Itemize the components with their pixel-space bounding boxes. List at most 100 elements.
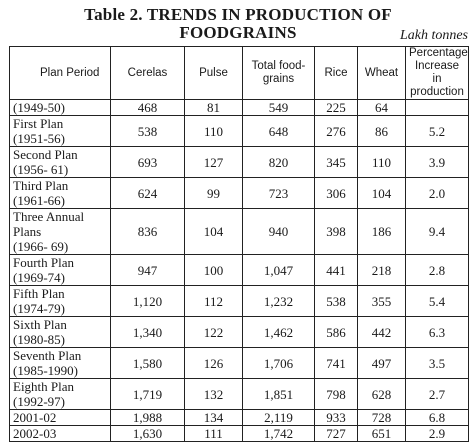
plan-period-line: Plans <box>13 224 42 239</box>
table-row: Second Plan (1956- 61) 693 127 820 345 110 3.9 <box>9 146 469 178</box>
cell-cereals: 947 <box>110 254 185 286</box>
cell-total-foodgrains: 1,742 <box>242 425 315 442</box>
table-row: 2001-02 1,988 134 2,119 933 728 6.8 <box>9 409 469 426</box>
cell-wheat: 110 <box>357 146 406 178</box>
cell-cereals: 1,630 <box>110 425 185 442</box>
cell-wheat: 497 <box>357 347 406 379</box>
cell-wheat: 651 <box>357 425 406 442</box>
cell-pulse: 126 <box>184 347 243 379</box>
cell-total-foodgrains: 549 <box>242 99 315 116</box>
cell-percentage-increase: 6.3 <box>405 316 469 348</box>
cell-wheat: 86 <box>357 115 406 147</box>
cell-total-foodgrains: 940 <box>242 208 315 255</box>
cell-wheat: 355 <box>357 285 406 317</box>
header-percentage-increase: Percentage Increase in production <box>405 46 469 100</box>
cell-total-foodgrains: 820 <box>242 146 315 178</box>
cell-pulse: 134 <box>184 409 243 426</box>
cell-plan-period: Third Plan (1961-66) <box>9 177 111 209</box>
cell-pulse: 81 <box>184 99 243 116</box>
cell-cereals: 1,988 <box>110 409 185 426</box>
cell-pulse: 110 <box>184 115 243 147</box>
header-plan-period: Plan Period <box>9 46 111 100</box>
cell-pulse: 127 <box>184 146 243 178</box>
cell-rice: 225 <box>314 99 358 116</box>
plan-period-line: (1992-97) <box>13 394 65 409</box>
table-body: (1949-50) 468 81 549 225 64 First Plan (1951-56… <box>9 99 469 442</box>
header-total-foodgrains: Total food-grains <box>242 46 315 100</box>
cell-rice: 345 <box>314 146 358 178</box>
cell-plan-period: (1949-50) <box>9 99 111 116</box>
plan-period-line: (1980-85) <box>13 332 65 347</box>
cell-rice: 586 <box>314 316 358 348</box>
cell-pulse: 104 <box>184 208 243 255</box>
table-row: 2002-03 1,630 111 1,742 727 651 2.9 <box>9 425 469 442</box>
cell-cereals: 468 <box>110 99 185 116</box>
plan-period-line: (1969-74) <box>13 270 65 285</box>
cell-cereals: 1,120 <box>110 285 185 317</box>
plan-period-line: 2001-02 <box>13 410 57 425</box>
table-row: (1949-50) 468 81 549 225 64 <box>9 99 469 116</box>
cell-wheat: 628 <box>357 378 406 410</box>
cell-percentage-increase: 3.5 <box>405 347 469 379</box>
cell-rice: 741 <box>314 347 358 379</box>
cell-percentage-increase: 2.9 <box>405 425 469 442</box>
cell-rice: 727 <box>314 425 358 442</box>
cell-cereals: 1,340 <box>110 316 185 348</box>
cell-plan-period: 2002-03 <box>9 425 111 442</box>
cell-pulse: 112 <box>184 285 243 317</box>
cell-pulse: 132 <box>184 378 243 410</box>
cell-total-foodgrains: 1,462 <box>242 316 315 348</box>
cell-percentage-increase: 6.8 <box>405 409 469 426</box>
header-row: Plan Period Cerelas Pulse Total food-gra… <box>9 46 469 100</box>
table-row: Eighth Plan (1992-97) 1,719 132 1,851 798 628 2… <box>9 378 469 410</box>
cell-pulse: 111 <box>184 425 243 442</box>
plan-period-line: First Plan <box>13 116 64 132</box>
cell-rice: 306 <box>314 177 358 209</box>
cell-cereals: 1,719 <box>110 378 185 410</box>
cell-total-foodgrains: 2,119 <box>242 409 315 426</box>
plan-period-line: (1966- 69) <box>13 239 69 254</box>
cell-plan-period: Seventh Plan (1985-1990) <box>9 347 111 379</box>
table-row: Third Plan (1961-66) 624 99 723 306 104 2.0 <box>9 177 469 209</box>
cell-plan-period: 2001-02 <box>9 409 111 426</box>
cell-percentage-increase: 5.2 <box>405 115 469 147</box>
cell-plan-period: Fifth Plan (1974-79) <box>9 285 111 317</box>
cell-rice: 441 <box>314 254 358 286</box>
plan-period-line: Sixth Plan <box>13 317 67 333</box>
header-rice: Rice <box>314 46 358 100</box>
plan-period-line: Fourth Plan <box>13 255 75 271</box>
cell-total-foodgrains: 648 <box>242 115 315 147</box>
cell-plan-period: Fourth Plan (1969-74) <box>9 254 111 286</box>
cell-plan-period: Three Annual Plans (1966- 69) <box>9 208 111 255</box>
cell-pulse: 122 <box>184 316 243 348</box>
cell-total-foodgrains: 723 <box>242 177 315 209</box>
table-row: Fifth Plan (1974-79) 1,120 112 1,232 538 355 5.… <box>9 285 469 317</box>
cell-rice: 398 <box>314 208 358 255</box>
cell-cereals: 693 <box>110 146 185 178</box>
cell-total-foodgrains: 1,851 <box>242 378 315 410</box>
plan-period-line: (1961-66) <box>13 193 65 208</box>
header-wheat: Wheat <box>357 46 406 100</box>
table-row: Seventh Plan (1985-1990) 1,580 126 1,706 741 4… <box>9 347 469 379</box>
table-row: Sixth Plan (1980-85) 1,340 122 1,462 586 442 6.… <box>9 316 469 348</box>
cell-percentage-increase: 2.7 <box>405 378 469 410</box>
cell-cereals: 538 <box>110 115 185 147</box>
plan-period-line: 2002-03 <box>13 426 57 441</box>
table-row: First Plan (1951-56) 538 110 648 276 86 5.2 <box>9 115 469 147</box>
cell-plan-period: First Plan (1951-56) <box>9 115 111 147</box>
cell-rice: 538 <box>314 285 358 317</box>
plan-period-line: Seventh Plan <box>13 348 82 364</box>
cell-wheat: 186 <box>357 208 406 255</box>
plan-period-line: (1956- 61) <box>13 162 69 177</box>
header-pulse: Pulse <box>184 46 243 100</box>
cell-plan-period: Second Plan (1956- 61) <box>9 146 111 178</box>
cell-pulse: 100 <box>184 254 243 286</box>
cell-percentage-increase: 5.4 <box>405 285 469 317</box>
plan-period-line: (1949-50) <box>13 100 65 115</box>
cell-percentage-increase: 3.9 <box>405 146 469 178</box>
plan-period-line: Three Annual <box>13 209 85 225</box>
table-title: Table 2. TRENDS IN PRODUCTION OF <box>84 5 392 24</box>
cell-wheat: 728 <box>357 409 406 426</box>
cell-wheat: 218 <box>357 254 406 286</box>
cell-total-foodgrains: 1,706 <box>242 347 315 379</box>
